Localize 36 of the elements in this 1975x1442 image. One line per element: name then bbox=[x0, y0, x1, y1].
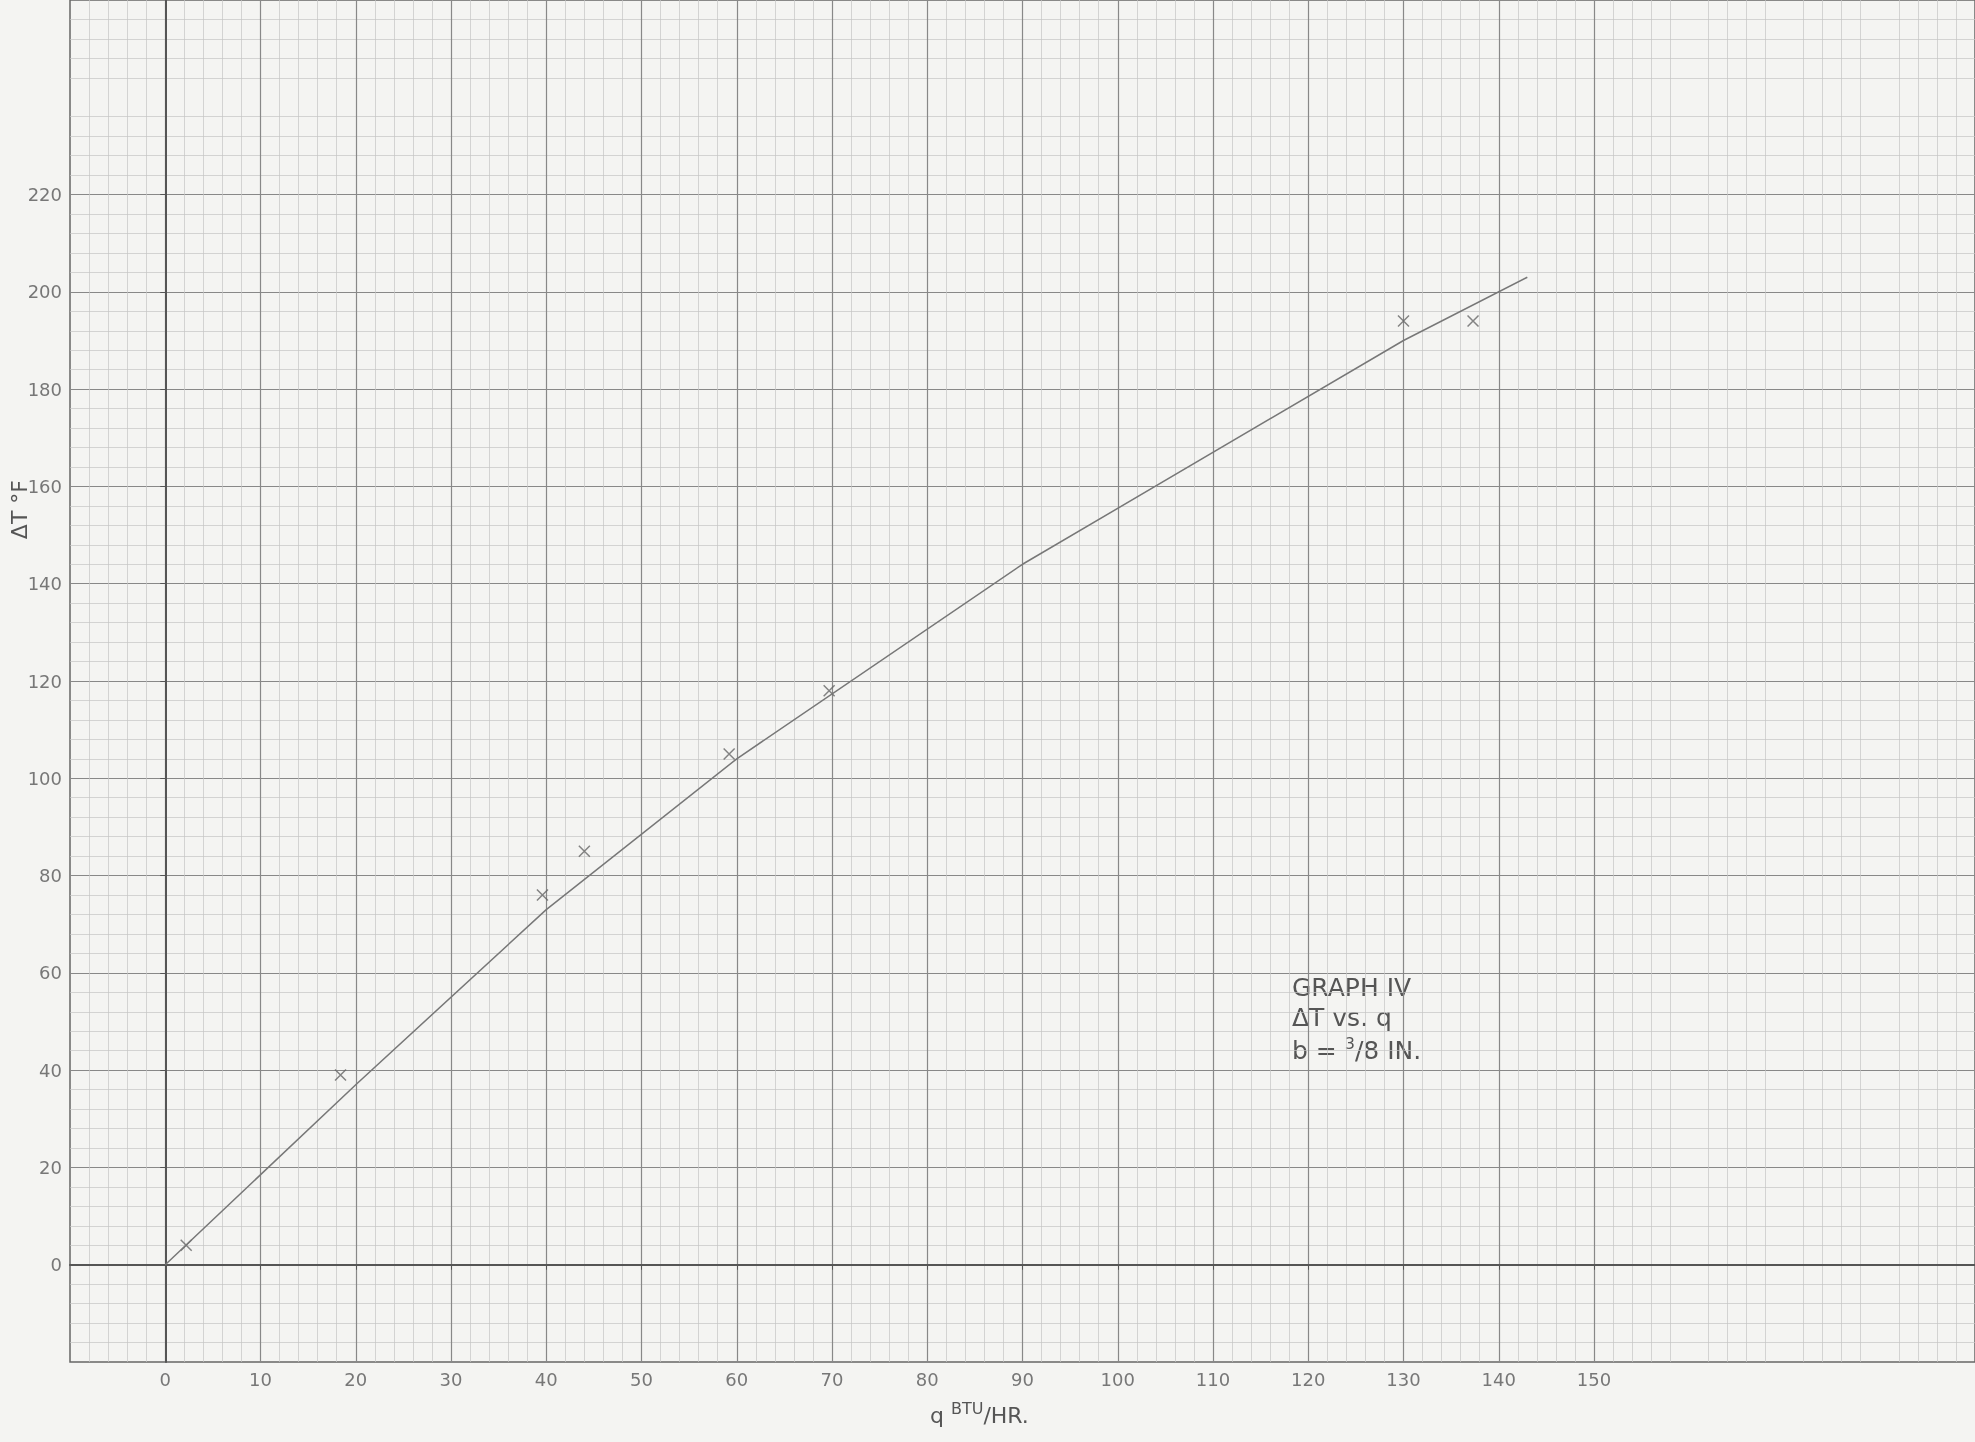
x-tick-label: 60 bbox=[725, 1368, 749, 1390]
x-tick-label: 110 bbox=[1195, 1368, 1231, 1390]
y-tick-label: 200 bbox=[27, 281, 62, 303]
y-tick-label: 20 bbox=[39, 1156, 62, 1178]
y-tick-label: 100 bbox=[27, 767, 62, 789]
y-tick-label: 0 bbox=[50, 1254, 62, 1276]
x-tick-label: 10 bbox=[249, 1368, 272, 1390]
line-series bbox=[164, 276, 1529, 1266]
y-tick-label: 180 bbox=[27, 378, 62, 400]
point bbox=[1466, 314, 1480, 328]
x-tick-label: 70 bbox=[820, 1368, 844, 1390]
x-tick-label: 120 bbox=[1291, 1368, 1326, 1390]
y-tick-label: 60 bbox=[39, 962, 62, 984]
y-tick-label: 40 bbox=[39, 1059, 62, 1081]
x-tick-label: 40 bbox=[534, 1368, 558, 1390]
point bbox=[822, 684, 836, 697]
point bbox=[1397, 314, 1410, 328]
point bbox=[722, 747, 736, 761]
point bbox=[578, 845, 591, 858]
x-tick-label: 0 bbox=[159, 1368, 171, 1390]
y-tick-label: 80 bbox=[39, 865, 62, 887]
y-tick-label: 160 bbox=[27, 475, 62, 497]
x-tick-label: 50 bbox=[630, 1368, 653, 1390]
point bbox=[536, 888, 549, 902]
y-tick-label: 220 bbox=[27, 184, 62, 206]
y-tick-label: 120 bbox=[27, 670, 62, 692]
x-tick-label: 150 bbox=[1576, 1368, 1612, 1390]
y-tick-label: 140 bbox=[27, 573, 62, 595]
x-tick-label: 140 bbox=[1481, 1368, 1516, 1390]
x-tick-label: 130 bbox=[1386, 1368, 1421, 1390]
x-tick-label: 80 bbox=[915, 1368, 939, 1390]
x-tick-label: 30 bbox=[439, 1368, 463, 1390]
x-tick-label: 20 bbox=[344, 1368, 368, 1390]
point bbox=[334, 1068, 347, 1082]
x-tick-label: 90 bbox=[1011, 1368, 1034, 1390]
x-tick-label: 100 bbox=[1100, 1368, 1135, 1390]
